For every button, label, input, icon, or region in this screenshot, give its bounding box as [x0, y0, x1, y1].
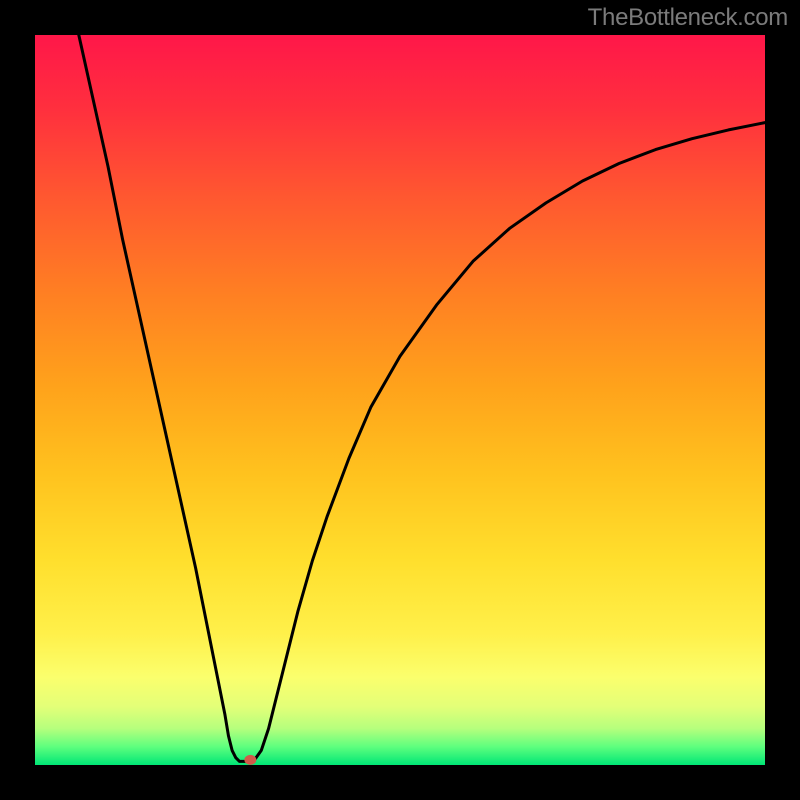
- chart-stage: TheBottleneck.com: [0, 0, 800, 800]
- optimal-point-marker: [244, 755, 256, 765]
- plot-background: [35, 35, 765, 765]
- watermark-text: TheBottleneck.com: [588, 4, 788, 32]
- bottleneck-chart: [0, 0, 800, 800]
